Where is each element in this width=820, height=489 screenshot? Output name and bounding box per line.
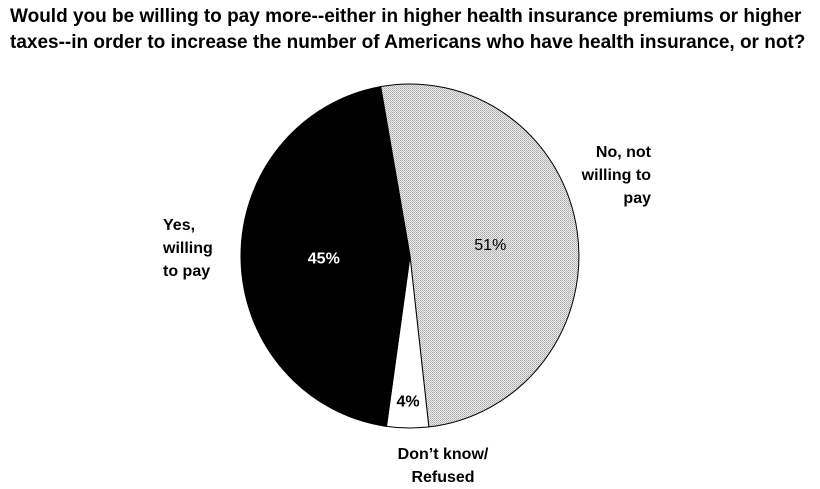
value-label-dont-know: 4% <box>396 394 419 411</box>
slice-no <box>380 83 580 428</box>
value-label-no: 51% <box>474 237 506 254</box>
chart-title: Would you be willing to pay more--either… <box>10 6 806 53</box>
slice-label-no: No, not willing to pay <box>581 144 651 207</box>
value-label-yes: 45% <box>308 251 340 268</box>
slice-label-yes: Yes, willing to pay <box>163 217 213 280</box>
slice-yes <box>240 86 411 427</box>
slice-label-dont-know: Don’t know/ Refused <box>397 446 489 486</box>
